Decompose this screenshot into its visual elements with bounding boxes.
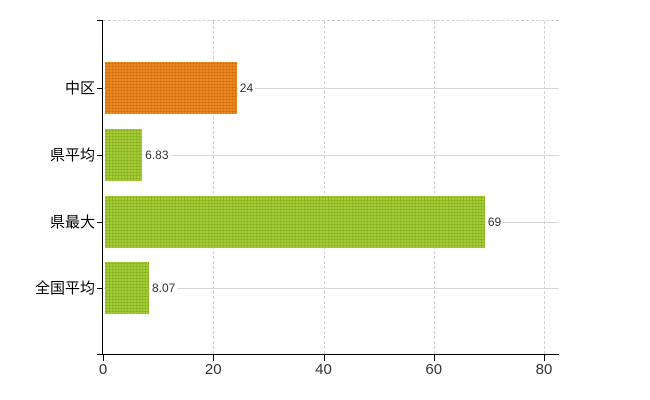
category-gridline (104, 88, 559, 89)
y-axis-tick (97, 154, 103, 156)
x-axis-tick-label: 80 (535, 361, 553, 378)
x-axis-tick (103, 355, 104, 361)
y-axis-category-label: 全国平均 (34, 280, 95, 298)
y-axis (101, 20, 104, 355)
x-axis-tick (323, 355, 325, 361)
x-gridline (323, 21, 325, 354)
x-axis-tick (213, 355, 215, 361)
x-axis-tick (433, 355, 435, 361)
bar (104, 128, 143, 181)
x-axis (97, 353, 559, 355)
y-axis-category-label: 県最大 (49, 213, 95, 231)
x-axis-tick-label: 60 (425, 361, 443, 378)
bar (104, 195, 485, 248)
bar-value-label: 69 (485, 214, 504, 229)
category-gridline (104, 288, 559, 290)
bar (104, 62, 237, 114)
y-axis-category-label: 中区 (64, 80, 95, 98)
bar (104, 262, 149, 315)
y-axis-top-tick (97, 20, 103, 21)
x-axis-tick-label: 0 (98, 361, 108, 378)
plot-top-border (103, 20, 559, 21)
x-gridline (544, 21, 545, 354)
bar-value-label: 24 (237, 81, 256, 95)
y-axis-tick (97, 288, 103, 290)
bar-value-label: 8.07 (149, 281, 178, 296)
bar-value-label: 6.83 (143, 147, 171, 162)
category-gridline (104, 154, 559, 156)
x-axis-tick (544, 355, 545, 361)
x-axis-tick-label: 40 (315, 361, 332, 378)
y-axis-category-label: 県平均 (49, 146, 95, 164)
x-axis-tick-label: 20 (204, 361, 222, 378)
y-axis-tick (97, 88, 103, 89)
x-gridline (433, 21, 435, 354)
y-axis-tick (97, 221, 103, 223)
x-gridline (213, 21, 215, 354)
